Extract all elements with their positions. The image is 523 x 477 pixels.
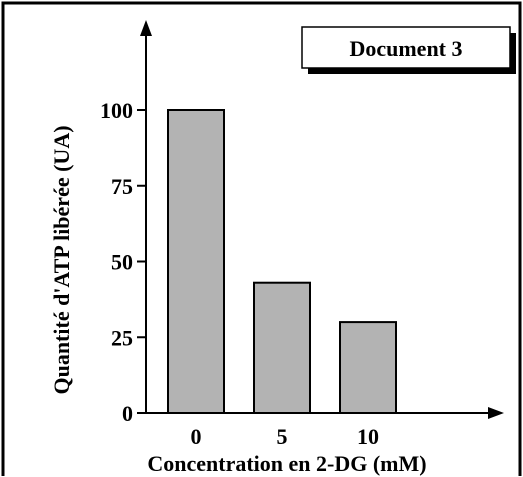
- y-ticks: 0 25 50 75 100: [100, 98, 146, 426]
- y-axis-title: Quantité d'ATP libérée (UA): [49, 125, 74, 394]
- bar-5: [253, 281, 311, 414]
- badge-label: Document 3: [349, 36, 462, 61]
- x-ticks: 0 5 10: [191, 424, 380, 449]
- badge-box: [301, 26, 511, 69]
- y-tick-label: 50: [111, 250, 133, 275]
- y-tick-label: 75: [111, 174, 133, 199]
- x-tick-label: 0: [191, 424, 202, 449]
- x-tick-label: 10: [357, 424, 379, 449]
- document-badge: Document 3: [301, 26, 516, 74]
- y-tick-label: 25: [111, 325, 133, 350]
- x-axis-arrow: [488, 407, 504, 419]
- y-tick-label: 100: [100, 98, 133, 123]
- bar-10: [339, 321, 397, 415]
- bars: [167, 109, 397, 415]
- x-axis-title: Concentration en 2-DG (mM): [147, 451, 426, 476]
- bar-0: [167, 109, 225, 414]
- y-axis-arrow: [140, 20, 152, 36]
- y-tick-label: 0: [122, 401, 133, 426]
- x-tick-label: 5: [277, 424, 288, 449]
